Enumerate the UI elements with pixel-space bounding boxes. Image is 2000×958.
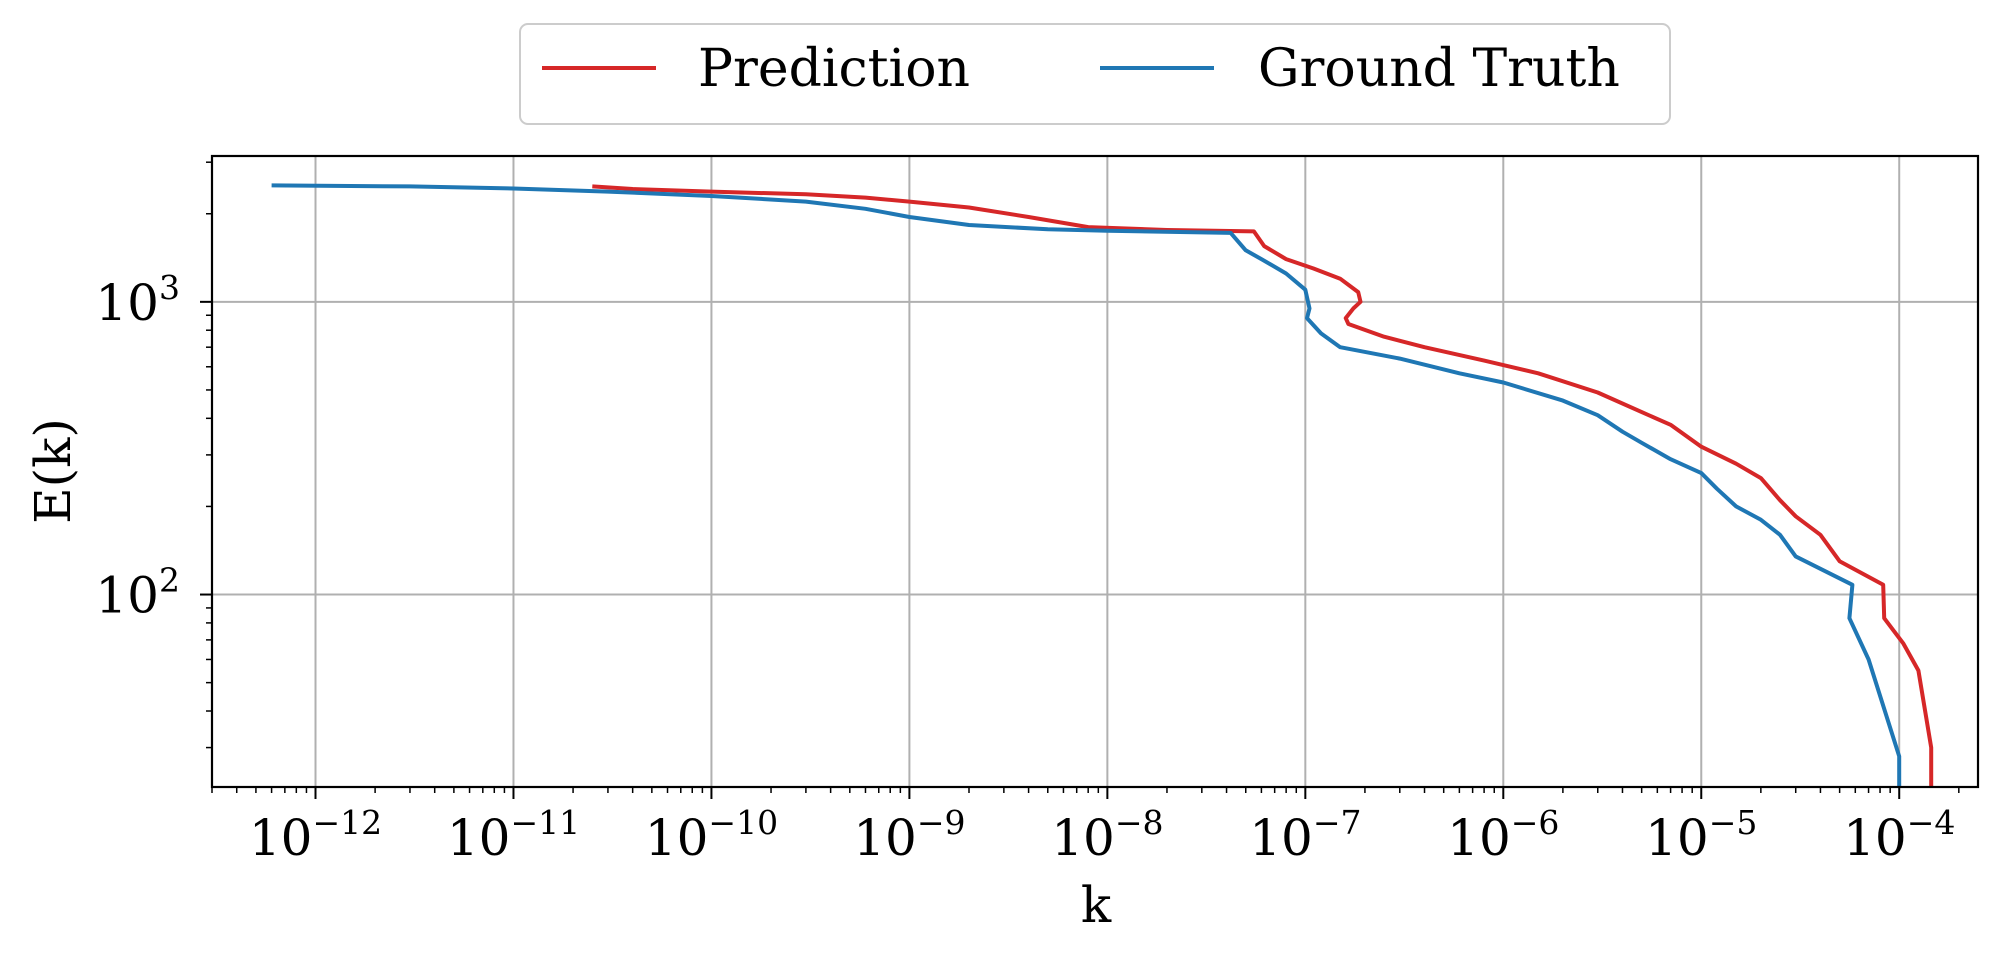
grid [212,156,1978,787]
x-tick-label: 10−5 [1645,803,1757,867]
plot-frame [210,154,1980,789]
x-tick-label: 10−11 [447,803,580,867]
legend-label-prediction: Prediction [698,39,970,99]
x-tick-label: 10−12 [249,803,382,867]
series-layer [271,183,1934,787]
legend-label-ground-truth: Ground Truth [1258,39,1620,99]
series-line-prediction [592,184,1934,787]
series-line-ground-truth [271,183,1902,787]
y-tick-label: 103 [95,268,180,332]
x-tick-label: 10−9 [853,803,965,867]
y-tick-label: 102 [95,561,180,625]
x-tick-label: 10−10 [645,803,778,867]
ticks: 10−12 10−11 10−10 10−9 10−8 10−7 10−6 10−5 10−4 1… [95,161,1960,867]
legend-box [519,23,1671,125]
x-tick-label: 10−8 [1051,803,1163,867]
x-tick-label: 10−7 [1249,803,1361,867]
x-axis-label: k [1081,876,1112,934]
legend: Prediction Ground Truth [519,23,1671,125]
x-tick-label: 10−6 [1447,803,1559,867]
x-tick-label: 10−4 [1843,803,1955,867]
y-axis-label: E(k) [24,418,82,524]
